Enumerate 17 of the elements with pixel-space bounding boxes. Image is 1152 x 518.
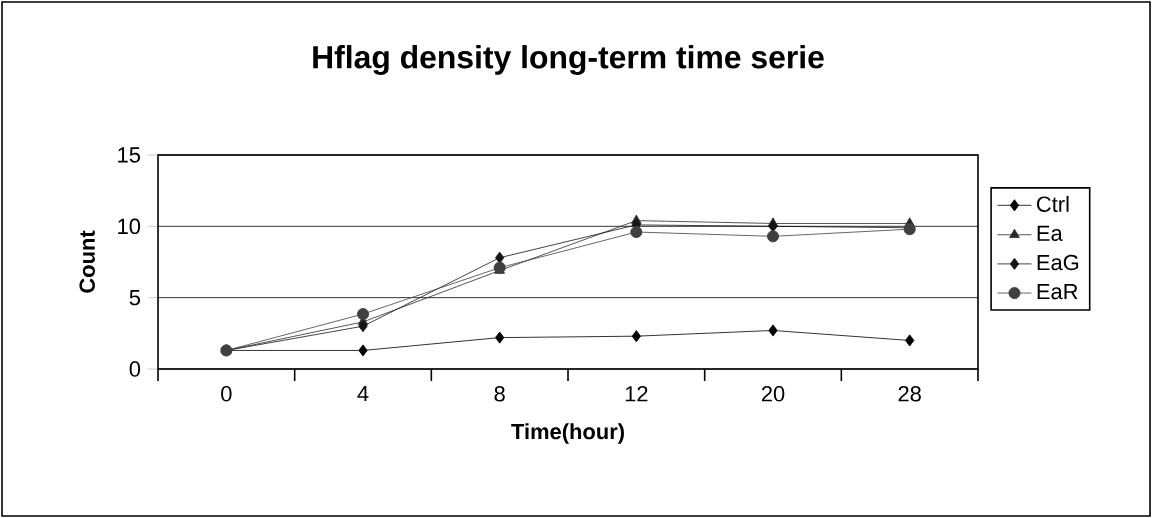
x-tick-label: 20 (761, 386, 785, 402)
x-tick-label: 28 (898, 386, 921, 402)
y-axis-title: Count (79, 230, 95, 293)
x-tick-label: 0 (221, 386, 232, 402)
chart-title: Hflag density long-term time serie (313, 45, 824, 75)
x-tick-label: 8 (494, 386, 505, 402)
x-axis-title: Time(hour) (511, 423, 624, 444)
y-tick-label: 5 (129, 290, 141, 306)
legend-label: Ea (1037, 225, 1063, 241)
y-tick-label: 15 (118, 147, 141, 163)
legend-label: Ctrl (1037, 195, 1069, 212)
y-tick-label: 10 (118, 218, 141, 235)
legend-label: EaR (1037, 284, 1078, 300)
x-tick-label: 4 (357, 386, 369, 402)
legend-label: EaG (1037, 254, 1079, 271)
x-tick-label: 12 (625, 386, 648, 402)
y-tick-label: 0 (129, 361, 141, 377)
